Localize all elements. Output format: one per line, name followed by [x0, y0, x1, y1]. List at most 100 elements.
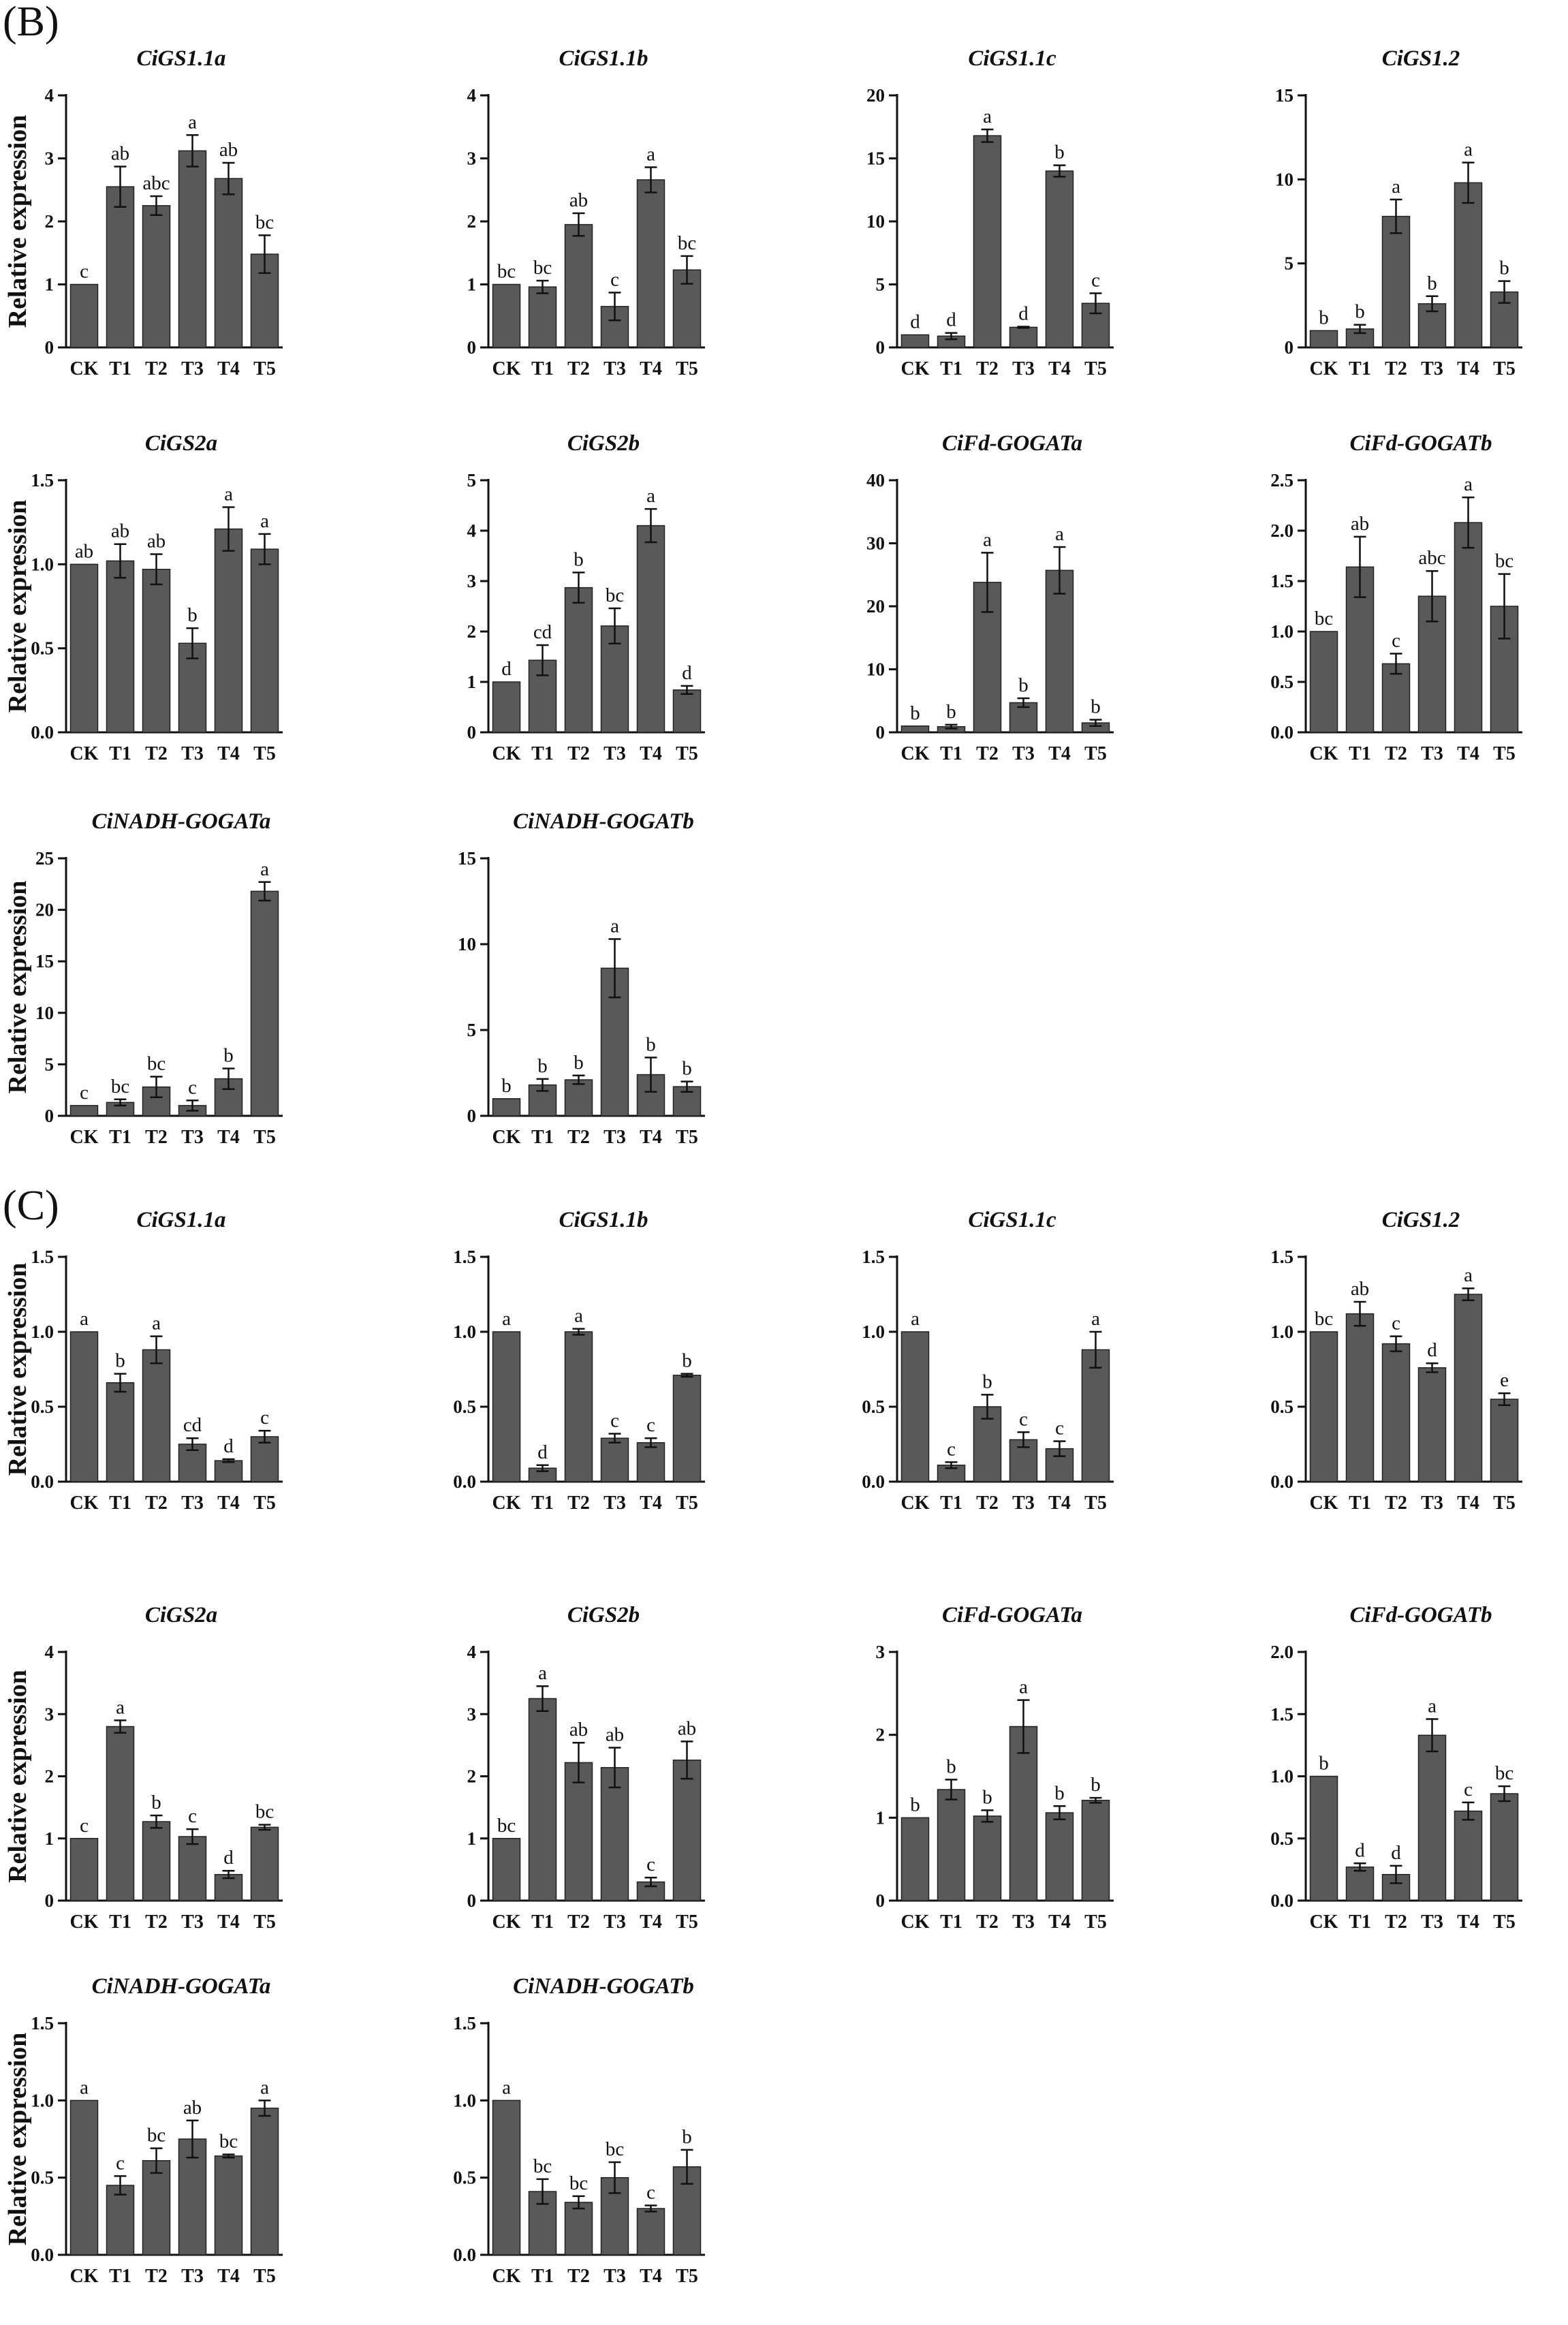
- significance-letter: bc: [1495, 1762, 1514, 1784]
- x-tick-label: CK: [901, 1493, 930, 1514]
- x-tick-label: CK: [70, 2266, 99, 2287]
- y-tick-label: 2.0: [1270, 520, 1293, 541]
- x-tick-label: T4: [1457, 1493, 1479, 1514]
- x-tick-label: T2: [567, 1493, 590, 1514]
- y-tick-label: 0.0: [31, 722, 54, 743]
- bar-t4: [214, 528, 243, 733]
- x-tick-label: T3: [603, 358, 626, 379]
- x-tick-label: T5: [1493, 358, 1516, 379]
- y-tick-label: 3: [876, 1642, 885, 1662]
- x-tick-label: CK: [901, 1912, 930, 1933]
- significance-letter: ab: [147, 531, 166, 552]
- significance-letter: c: [610, 269, 619, 291]
- bar-t1: [106, 2185, 135, 2256]
- x-tick-label: T4: [1457, 743, 1479, 764]
- y-tick-label: 1.0: [862, 1322, 885, 1342]
- y-tick-label: 2: [45, 1766, 54, 1787]
- y-tick-label: 3: [45, 149, 54, 169]
- bar-t5: [1490, 1399, 1519, 1482]
- bar-t4: [214, 2155, 243, 2256]
- y-tick-label: 1.5: [862, 1247, 885, 1267]
- significance-letter: b: [1054, 1782, 1065, 1804]
- significance-letter: ab: [1351, 513, 1369, 535]
- bar-t3: [178, 150, 207, 348]
- chart-16: CiFd-GOGATa 0 1 2 3 b CK b T1 b T2 a T3 b T4 b T5: [876, 1603, 1114, 1933]
- significance-letter: b: [1427, 272, 1437, 294]
- bar-ck: [69, 1105, 99, 1117]
- x-tick-label: T4: [217, 2266, 240, 2287]
- x-tick-label: T2: [145, 1912, 168, 1933]
- significance-letter: bc: [1315, 608, 1333, 629]
- x-tick-label: T3: [181, 1912, 204, 1933]
- bar-t4: [636, 525, 665, 733]
- x-tick-label: CK: [492, 1912, 521, 1933]
- x-tick-label: T2: [1385, 743, 1407, 764]
- significance-letter: b: [1319, 1753, 1329, 1775]
- x-tick-label: T2: [976, 1493, 999, 1514]
- y-tick-label: 1.0: [453, 2090, 476, 2110]
- x-tick-label: CK: [1310, 1493, 1338, 1514]
- significance-letter: b: [1091, 1774, 1101, 1796]
- bar-t4: [636, 179, 665, 348]
- significance-letter: b: [1355, 301, 1365, 323]
- bar-ck: [900, 334, 930, 348]
- significance-letter: bc: [569, 2172, 588, 2194]
- x-tick-label: T5: [1084, 743, 1107, 764]
- bar-t5: [1490, 1793, 1519, 1901]
- x-tick-label: CK: [492, 743, 521, 764]
- bar-ck: [492, 1838, 521, 1901]
- x-tick-label: T4: [1048, 1912, 1071, 1933]
- chart-17: CiFd-GOGATb 0.0 0.5 1.0 1.5 2.0 b CK d T1 d T2 a T3 c T…: [1270, 1603, 1522, 1933]
- significance-letter: b: [187, 604, 198, 626]
- significance-letter: a: [1019, 1676, 1028, 1698]
- bar-t5: [672, 689, 702, 733]
- chart-2: CiGS1.1c 0 5 10 15 20 d CK d T1 a T2 d T3 b T4 c T5: [866, 46, 1114, 379]
- y-tick-label: 1.5: [1270, 1247, 1293, 1267]
- x-tick-label: T5: [253, 2266, 276, 2287]
- significance-letter: b: [1091, 696, 1101, 718]
- bar-ck: [900, 1817, 930, 1901]
- x-tick-label: T3: [1421, 743, 1443, 764]
- significance-letter: c: [80, 1082, 89, 1104]
- significance-letter: d: [1018, 302, 1029, 324]
- y-tick-label: 1.5: [453, 2013, 476, 2033]
- y-tick-label: 5: [876, 275, 885, 295]
- bar-ck: [1309, 1775, 1338, 1901]
- x-tick-label: CK: [901, 743, 930, 764]
- y-tick-label: 15: [1275, 85, 1293, 106]
- y-tick-label: 3: [467, 1704, 477, 1724]
- bar-t4: [1454, 522, 1483, 733]
- significance-letter: c: [260, 1407, 269, 1429]
- significance-letter: bc: [606, 584, 624, 606]
- x-tick-label: T5: [1493, 743, 1516, 764]
- x-tick-label: T4: [217, 358, 240, 379]
- x-tick-label: T5: [1084, 358, 1107, 379]
- y-tick-label: 1: [45, 1828, 54, 1849]
- y-tick-label: 4: [45, 1642, 54, 1662]
- chart-3: CiGS1.2 0 5 10 15 b CK b T1 a T2 b T3 a T4 b T5: [1275, 46, 1522, 379]
- y-tick-label: 0.0: [1270, 1890, 1293, 1911]
- y-tick-label: 5: [467, 470, 477, 490]
- x-tick-label: T4: [217, 1127, 240, 1148]
- x-tick-label: T1: [109, 358, 131, 379]
- bar-ck: [492, 681, 521, 733]
- significance-letter: a: [1091, 1308, 1100, 1330]
- significance-letter: b: [501, 1075, 512, 1097]
- y-tick-label: 0.5: [1270, 1396, 1293, 1417]
- chart-title: CiGS1.1b: [559, 46, 648, 71]
- significance-letter: c: [646, 1854, 655, 1875]
- chart-14: CiGS2a 0 1 2 3 4 Relative expression c CK a T1 b T2 c…: [3, 1603, 283, 1933]
- bar-t2: [1381, 1343, 1411, 1482]
- significance-letter: d: [1355, 1839, 1365, 1861]
- x-tick-label: T1: [109, 1493, 131, 1514]
- significance-letter: d: [223, 1435, 234, 1457]
- significance-letter: ab: [678, 1717, 696, 1739]
- significance-letter: ab: [111, 143, 129, 165]
- x-tick-label: T3: [1421, 358, 1443, 379]
- significance-letter: bc: [1315, 1308, 1333, 1330]
- y-tick-label: 0.5: [1270, 672, 1293, 692]
- bar-t3: [600, 1766, 629, 1901]
- x-tick-label: T3: [181, 1493, 204, 1514]
- y-tick-label: 0.5: [31, 638, 54, 659]
